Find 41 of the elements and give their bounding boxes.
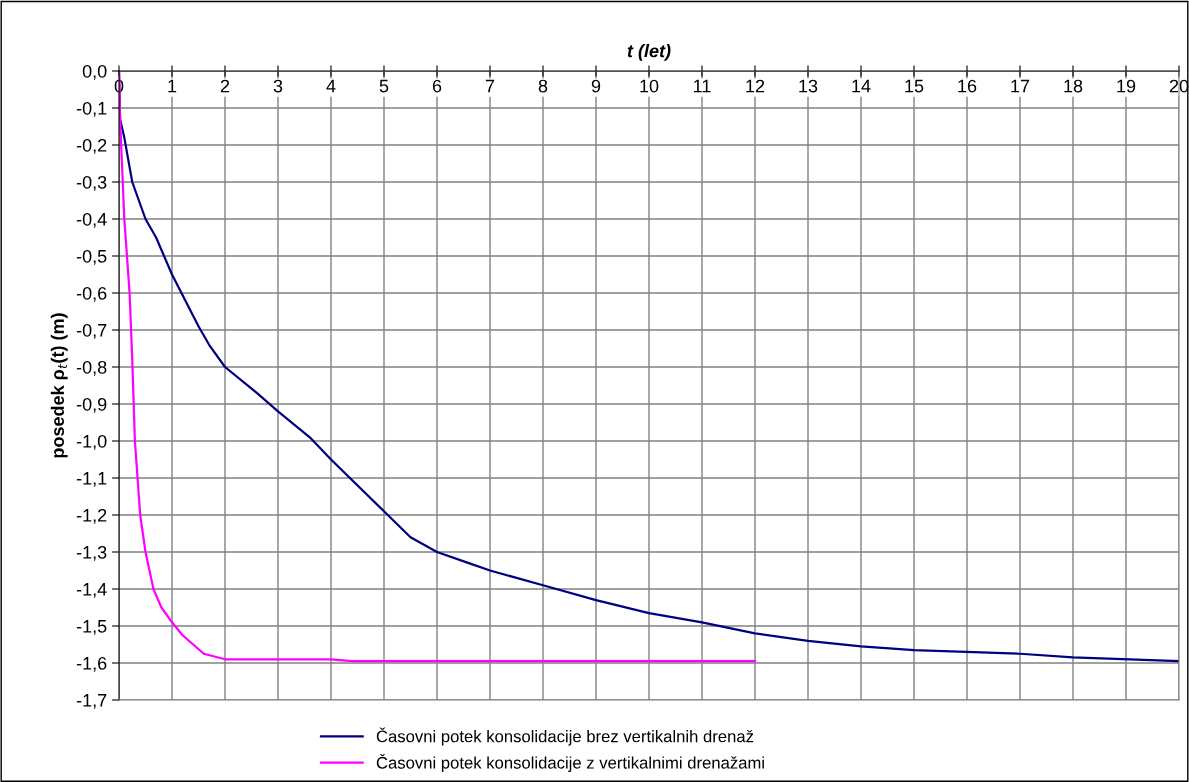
- x-tick-label: 13: [799, 79, 818, 93]
- y-tick-label: -0,7: [76, 323, 107, 339]
- y-tick-label: -1,5: [76, 620, 107, 635]
- x-tick-label: 19: [1117, 79, 1136, 93]
- y-tick-label: -0,4: [76, 212, 107, 228]
- x-tick-label: 12: [746, 79, 765, 93]
- y-tick-label: -1,6: [76, 656, 107, 672]
- legend-label: Časovni potek konsolidacije brez vertikalnih drenaž: [376, 727, 754, 746]
- x-tick-label: 3: [273, 79, 283, 93]
- x-tick-label: 15: [905, 79, 924, 93]
- x-tick-label: 6: [432, 79, 442, 93]
- x-tick-label: 9: [591, 79, 601, 93]
- x-tick-label: 17: [1011, 79, 1030, 93]
- y-tick-label: -1,3: [76, 545, 107, 561]
- y-tick-label: -0,8: [76, 360, 107, 376]
- x-tick-label: 18: [1064, 79, 1083, 93]
- x-tick-label: 7: [485, 79, 495, 93]
- x-tick-label: 5: [379, 79, 389, 93]
- x-tick-label: 10: [640, 79, 659, 93]
- y-axis-title: posedek ρ$_{t}$(t) (m): [50, 313, 68, 458]
- y-tick-label: -1,0: [76, 434, 107, 450]
- x-tick-label: 2: [220, 79, 230, 93]
- x-tick-label: 8: [538, 79, 548, 93]
- y-tick-label: -0,5: [76, 249, 107, 265]
- y-tick-label: -0,1: [76, 101, 107, 117]
- y-tick-label: 0,0: [82, 64, 107, 80]
- y-tick-label: -0,9: [76, 397, 107, 413]
- y-tick-label: -1,7: [76, 694, 107, 709]
- y-tick-label: -0,6: [76, 286, 107, 302]
- x-tick-label: 1: [168, 79, 177, 93]
- x-axis-title: t (let): [627, 44, 671, 61]
- x-tick-label: 4: [326, 79, 336, 93]
- y-tick-label: -1,1: [76, 472, 107, 487]
- legend-label: Časovni potek konsolidacije z vertikalnimi drenažami: [376, 753, 764, 772]
- y-tick-label: -0,2: [76, 138, 107, 154]
- x-tick-label: 11: [694, 79, 711, 93]
- y-tick-label: -1,4: [76, 583, 107, 598]
- y-tick-label: -0,3: [76, 175, 107, 191]
- x-tick-label: 14: [852, 79, 871, 93]
- y-tick-label: -1,2: [76, 508, 107, 524]
- x-tick-label: 16: [958, 79, 977, 93]
